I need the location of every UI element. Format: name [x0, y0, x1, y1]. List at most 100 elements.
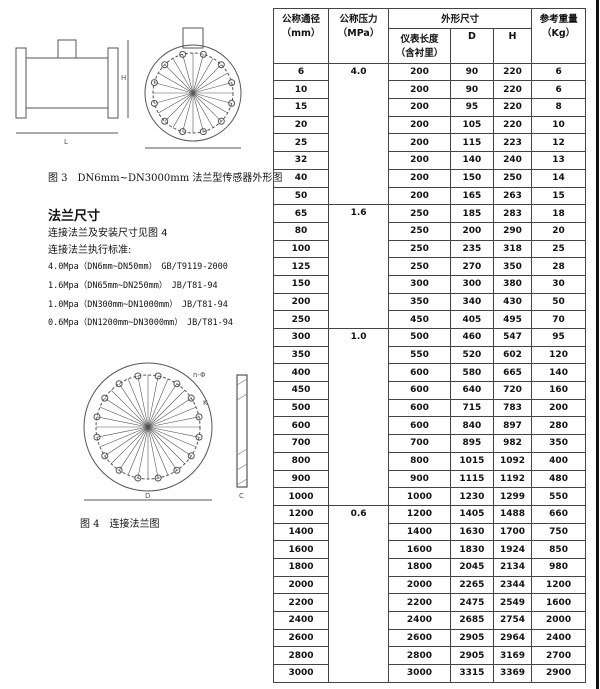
table-cell: 2905 — [449, 646, 494, 666]
table-cell: 520 — [449, 345, 494, 365]
table-cell: 2400 — [272, 611, 330, 630]
table-cell: 1400 — [272, 522, 330, 542]
table-row: 6 4.0 200 90 220 6 — [272, 62, 586, 206]
table-cell: 250 — [272, 310, 330, 329]
table-cell: 2200 — [388, 593, 451, 612]
table-cell: 15 — [531, 186, 586, 206]
table-row: 2200 2200 2475 2549 1600 — [272, 593, 586, 612]
table-cell: 2134 — [492, 557, 533, 577]
sensor-side-view — [15, 39, 129, 134]
table-row: 400 600 580 665 140 — [272, 363, 586, 383]
table-cell: 3169 — [492, 646, 533, 666]
table-row: 10 200 90 220 6 — [272, 80, 586, 100]
table-cell: 547 — [492, 328, 533, 347]
table-cell: 65 — [272, 204, 330, 223]
table-cell: 160 — [531, 381, 586, 400]
table-cell: 340 — [449, 292, 494, 312]
table-row: 3000 3000 3315 3369 2900 — [272, 664, 586, 683]
table-cell: 6 — [531, 80, 586, 100]
table-row: 1800 1800 2045 2134 980 — [272, 557, 586, 577]
table-row: 200 350 340 430 50 — [272, 292, 586, 312]
table-row: 40 200 150 250 14 — [272, 168, 586, 188]
table-cell: 350 — [388, 292, 451, 312]
table-cell: 3315 — [449, 664, 494, 683]
table-cell: 14 — [531, 168, 586, 188]
table-cell: 120 — [531, 345, 586, 365]
table-cell: 2265 — [449, 575, 494, 595]
table-cell: 2700 — [531, 646, 586, 666]
table-cell: 460 — [449, 328, 494, 347]
table-cell: 897 — [492, 416, 533, 436]
table-cell: 250 — [388, 239, 451, 259]
table-cell: 2549 — [492, 593, 533, 612]
table-cell: 125 — [272, 257, 330, 276]
table-cell: 2800 — [272, 646, 330, 666]
table-row: 250 450 405 495 70 — [272, 310, 586, 329]
table-cell: 223 — [492, 133, 533, 153]
table-cell: 350 — [492, 257, 533, 276]
table-cell: 200 — [388, 186, 451, 206]
table-cell: 2344 — [492, 575, 533, 595]
table-cell: 400 — [272, 363, 330, 383]
table-cell: 1800 — [272, 557, 330, 577]
table-cell: 405 — [449, 310, 494, 329]
table-cell: 1700 — [492, 522, 533, 542]
table-cell: 783 — [492, 398, 533, 418]
table-cell: 700 — [272, 434, 330, 453]
sensor-front-view — [144, 27, 242, 149]
table-cell: 580 — [449, 363, 494, 383]
table-row: 2800 2800 2905 3169 2700 — [272, 646, 586, 666]
table-cell: 200 — [388, 115, 451, 135]
table-cell: 220 — [492, 98, 533, 117]
table-cell: 1600 — [272, 540, 330, 559]
flange-section-title: 法兰尺寸 — [48, 209, 101, 224]
table-cell: 28 — [531, 257, 586, 276]
table-row: 2600 2600 2905 2964 2400 — [272, 628, 586, 648]
table-row: 350 550 520 602 120 — [272, 345, 586, 365]
table-cell: 300 — [449, 274, 494, 294]
table-cell: 800 — [272, 451, 330, 471]
table-row: 800 800 1015 1092 400 — [272, 451, 586, 471]
col-weight: 参考重量 （Kg） — [531, 8, 586, 64]
table-cell: 982 — [492, 434, 533, 453]
table-row: 100 250 235 318 25 — [272, 239, 586, 259]
table-cell: 2045 — [449, 557, 494, 577]
table-cell: 2475 — [449, 593, 494, 612]
table-cell: 280 — [531, 416, 586, 436]
table-cell: 105 — [449, 115, 494, 135]
table-cell: 1092 — [492, 451, 533, 471]
table-row: 15 200 95 220 8 — [272, 98, 586, 117]
table-cell: 600 — [388, 363, 451, 383]
col-length: 仪表长度 （含衬里） — [388, 27, 451, 64]
table-row: 2000 2000 2265 2344 1200 — [272, 575, 586, 595]
table-cell: 100 — [272, 239, 330, 259]
table-cell: 1400 — [388, 522, 451, 542]
table-cell: 430 — [492, 292, 533, 312]
table-cell: 250 — [388, 221, 451, 241]
table-cell: 1488 — [492, 504, 533, 524]
table-cell: 270 — [449, 257, 494, 276]
table-cell: 250 — [492, 168, 533, 188]
standard-line: 1.6Mpa（DN65mm~DN250mm） JB/T81-94 — [48, 281, 218, 291]
table-cell: 550 — [388, 345, 451, 365]
table-cell: 10 — [272, 80, 330, 100]
table-cell: 165 — [449, 186, 494, 206]
fig4-caption: 图 4 连接法兰图 — [80, 519, 160, 530]
table-cell: 20 — [272, 115, 330, 135]
table-cell: 495 — [492, 310, 533, 329]
table-row: 450 600 640 720 160 — [272, 381, 586, 400]
pressure-cell: 1.6 — [328, 204, 390, 329]
flange-dimension-table: 公称通径 （mm） 公称压力 （MPa） 外形尺寸 参考重量 （Kg） 仪表长度 （含衬… — [272, 8, 586, 683]
table-cell: 200 — [388, 168, 451, 188]
table-cell: 283 — [492, 204, 533, 223]
table-cell: 2685 — [449, 611, 494, 630]
table-cell: 140 — [449, 151, 494, 170]
fig3-caption: 图 3 DN6mm~DN3000mm 法兰型传感器外形图 — [48, 173, 283, 184]
table-cell: 300 — [388, 274, 451, 294]
table-cell: 6 — [531, 62, 586, 82]
table-cell: 720 — [492, 381, 533, 400]
table-cell: 602 — [492, 345, 533, 365]
table-row: 32 200 140 240 13 — [272, 151, 586, 170]
table-cell: 50 — [272, 186, 330, 206]
table-cell: 2400 — [531, 628, 586, 648]
